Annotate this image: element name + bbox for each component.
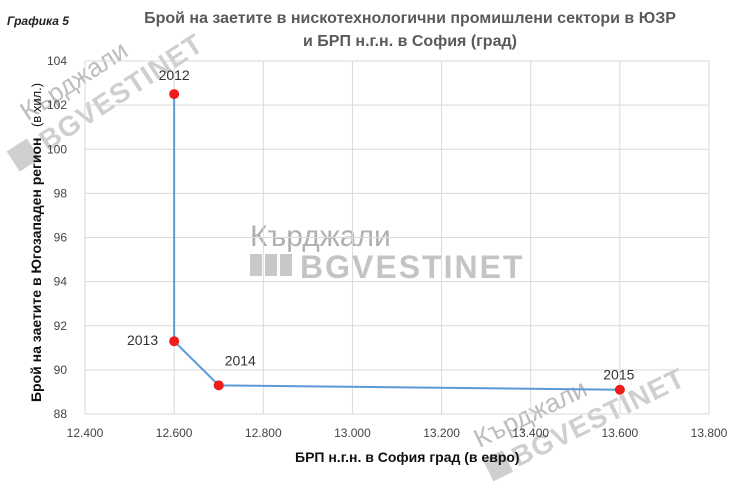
data-labels: 2012 2013 2014 2015 bbox=[127, 67, 635, 383]
x-tick-label: 13.200 bbox=[423, 426, 460, 440]
x-tick-label: 12.600 bbox=[156, 426, 193, 440]
x-tick-label: 13.000 bbox=[334, 426, 371, 440]
y-axis-title-main: Брой на заетите в Югозападен регион bbox=[28, 137, 44, 402]
y-tick-label: 100 bbox=[47, 142, 67, 156]
y-tick-label: 92 bbox=[54, 319, 68, 333]
data-label-2013: 2013 bbox=[127, 332, 158, 348]
y-tick-label: 94 bbox=[54, 275, 68, 289]
series-line bbox=[173, 94, 620, 391]
data-label-2014: 2014 bbox=[225, 352, 256, 368]
x-tick-label: 13.800 bbox=[691, 426, 728, 440]
x-axis-title: БРП н.г.н. в София град (в евро) bbox=[295, 449, 520, 465]
watermark-block bbox=[6, 138, 40, 172]
watermark-center-text2: BGVESTINET bbox=[300, 249, 524, 285]
data-points bbox=[169, 89, 625, 395]
watermark-bar-2 bbox=[265, 254, 277, 276]
y-tick-label: 88 bbox=[54, 407, 68, 421]
y-tick-label: 104 bbox=[47, 54, 67, 68]
svg-text:Брой на заетите в Югозападен р: Брой на заетите в Югозападен регион (в х… bbox=[28, 83, 45, 402]
watermark-center-text1: Кърджали bbox=[250, 220, 391, 253]
y-tick-labels: 88 90 92 94 96 98 100 102 104 bbox=[47, 54, 67, 421]
chart-title-line-1: Брой на заетите в нискотехнологични пром… bbox=[144, 10, 676, 27]
data-point-2012 bbox=[169, 89, 180, 100]
data-point-2013 bbox=[169, 336, 180, 347]
x-tick-label: 13.600 bbox=[602, 426, 639, 440]
x-tick-label: 13.400 bbox=[512, 426, 549, 440]
watermark-bar-1 bbox=[250, 254, 262, 276]
x-tick-labels: 12.400 12.600 12.800 13.000 13.200 13.400 13.6… bbox=[67, 426, 728, 440]
data-point-2014 bbox=[213, 380, 224, 391]
grid bbox=[84, 60, 710, 415]
x-tick-label: 12.400 bbox=[67, 426, 104, 440]
data-label-2012: 2012 bbox=[159, 67, 190, 83]
watermark-block-2 bbox=[482, 450, 514, 482]
figure-label: Графика 5 bbox=[7, 14, 69, 28]
y-tick-label: 90 bbox=[54, 363, 68, 377]
y-axis-title: Брой на заетите в Югозападен регион (в х… bbox=[28, 83, 45, 402]
y-tick-label: 98 bbox=[54, 186, 68, 200]
x-tick-label: 12.800 bbox=[245, 426, 282, 440]
watermark-center: Кърджали BGVESTINET bbox=[250, 220, 524, 285]
data-label-2015: 2015 bbox=[603, 367, 634, 383]
watermark-bar-3 bbox=[280, 254, 292, 276]
chart-title-line-2: и БРП н.г.н. в София (град) bbox=[303, 33, 517, 50]
y-tick-label: 102 bbox=[47, 98, 67, 112]
data-point-2015 bbox=[614, 384, 625, 395]
y-tick-label: 96 bbox=[54, 231, 68, 245]
y-axis-title-unit: (в хил.) bbox=[29, 83, 44, 127]
